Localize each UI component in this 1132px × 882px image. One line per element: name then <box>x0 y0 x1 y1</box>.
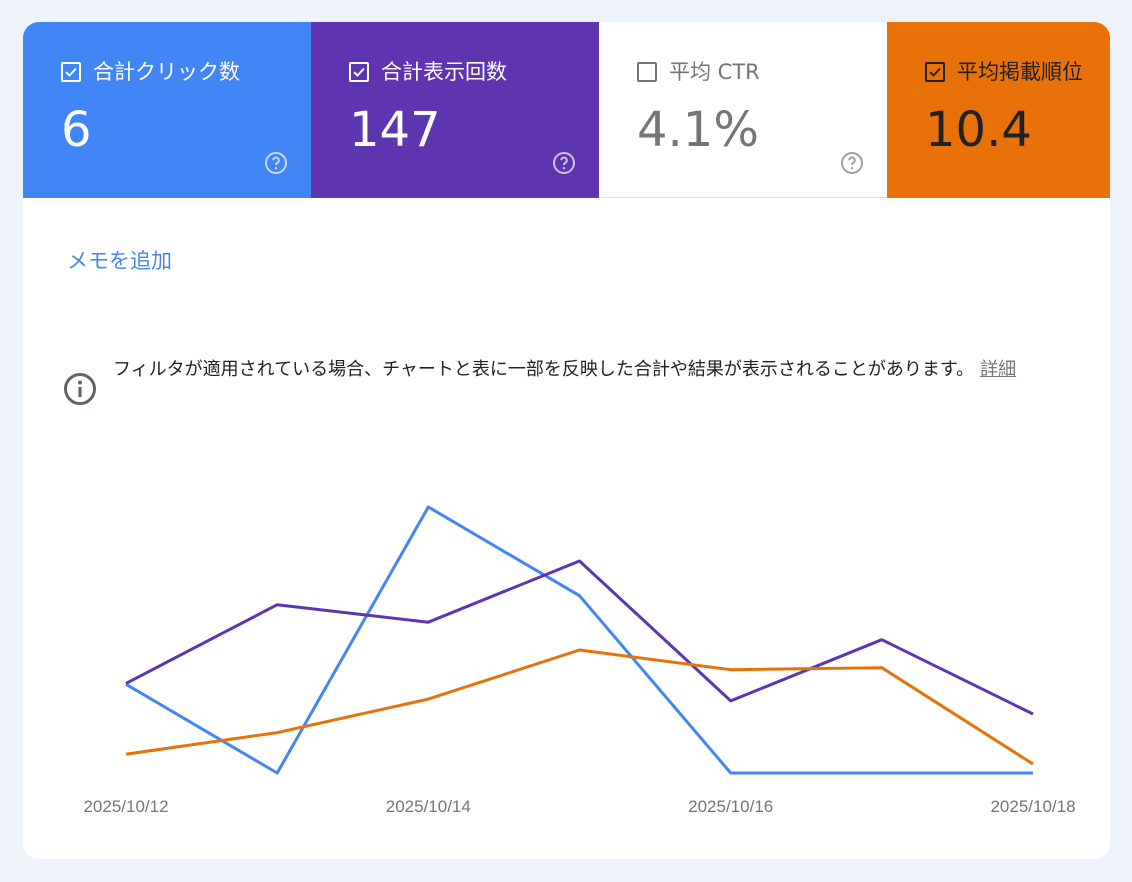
help-icon[interactable] <box>552 151 576 175</box>
checkbox-checked-icon[interactable] <box>349 62 369 82</box>
x-tick-label: 2025/10/16 <box>688 797 773 816</box>
metric-average-position[interactable]: 平均掲載順位 10.4 <box>887 22 1110 198</box>
metric-label: 平均 CTR <box>669 60 760 84</box>
checkbox-checked-icon[interactable] <box>925 62 945 82</box>
info-icon <box>64 373 96 405</box>
details-link[interactable]: 詳細 <box>980 359 1017 380</box>
performance-card: 合計クリック数 6 合計表示回数 147 <box>23 22 1110 859</box>
performance-chart: 2025/10/12 2025/10/14 2025/10/16 2025/10/18 <box>83 505 1076 816</box>
notice-message: フィルタが適用されている場合、チャートと表に一部を反映した合計や結果が表示される… <box>113 359 975 380</box>
metric-value: 10.4 <box>925 102 1032 158</box>
filter-notice: フィルタが適用されている場合、チャートと表に一部を反映した合計や結果が表示される… <box>63 352 1073 424</box>
x-axis-ticks: 2025/10/12 2025/10/14 2025/10/16 2025/10/18 <box>83 797 1075 816</box>
metric-value: 147 <box>349 102 441 158</box>
add-memo-link[interactable]: メモを追加 <box>67 249 172 273</box>
x-tick-label: 2025/10/14 <box>386 797 471 816</box>
checkbox-checked-icon[interactable] <box>61 62 81 82</box>
series-line-0 <box>125 505 1033 775</box>
series-line-1 <box>125 559 1034 716</box>
series-line-2 <box>125 648 1034 766</box>
metric-value: 4.1% <box>637 102 759 158</box>
chart-series <box>125 505 1034 775</box>
x-tick-label: 2025/10/18 <box>990 797 1075 816</box>
metric-label: 平均掲載順位 <box>957 60 1083 84</box>
metric-label: 合計クリック数 <box>93 60 240 84</box>
notice-text: フィルタが適用されている場合、チャートと表に一部を反映した合計や結果が表示される… <box>113 352 1073 388</box>
x-tick-label: 2025/10/12 <box>83 797 168 816</box>
metric-header: 平均掲載順位 <box>925 58 1083 86</box>
metric-header: 合計表示回数 <box>349 58 507 86</box>
metric-label: 合計表示回数 <box>381 60 507 84</box>
help-icon[interactable] <box>840 151 864 175</box>
metric-header: 合計クリック数 <box>61 58 240 86</box>
metric-header: 平均 CTR <box>637 58 760 86</box>
metric-total-impressions[interactable]: 合計表示回数 147 <box>311 22 599 198</box>
metric-average-ctr[interactable]: 平均 CTR 4.1% <box>599 22 887 198</box>
checkbox-unchecked-icon[interactable] <box>637 62 657 82</box>
metric-tiles: 合計クリック数 6 合計表示回数 147 <box>23 22 1110 198</box>
metric-total-clicks[interactable]: 合計クリック数 6 <box>23 22 311 198</box>
help-icon[interactable] <box>264 151 288 175</box>
metric-value: 6 <box>61 102 92 158</box>
